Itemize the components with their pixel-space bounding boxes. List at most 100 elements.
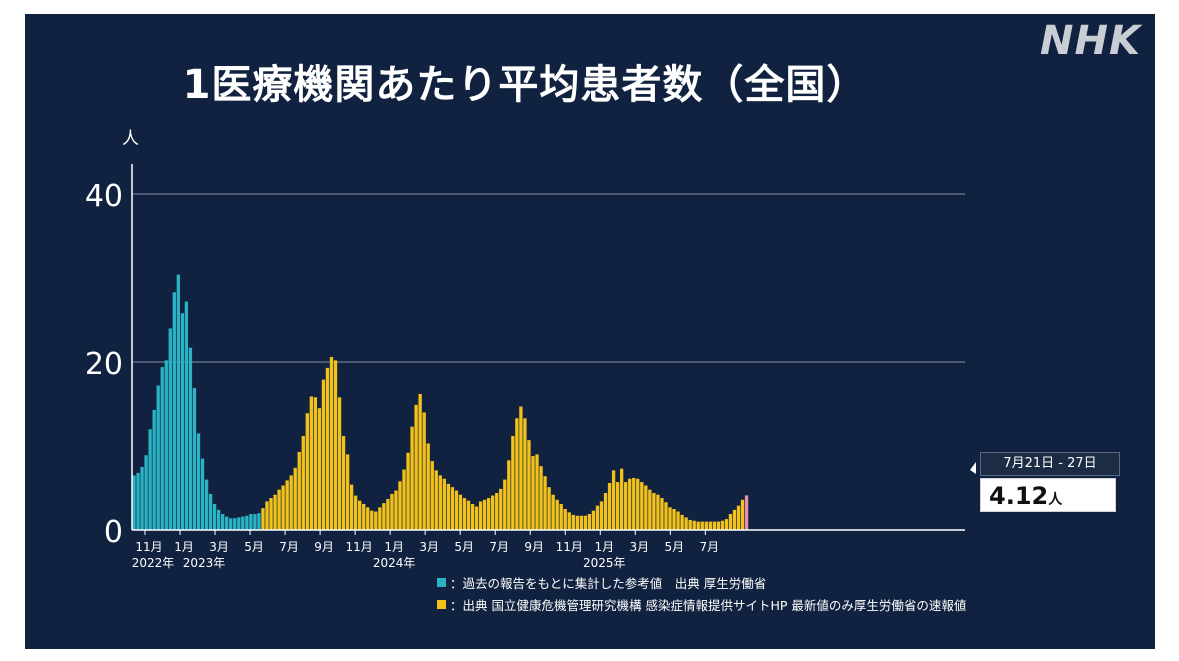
bar-official [559, 503, 563, 530]
legend-swatch-official [437, 600, 446, 609]
x-tick-label: 1月 [174, 540, 194, 554]
bar-official [325, 367, 330, 530]
bar-official [426, 443, 430, 530]
bar-official [648, 489, 652, 530]
bar-official [672, 509, 676, 530]
bar-official [281, 485, 285, 530]
bar-reference [144, 455, 148, 530]
bar-official [619, 468, 624, 530]
bar-official [341, 435, 346, 530]
bar-official [349, 484, 354, 530]
bar-official [704, 521, 708, 530]
bar-official [305, 413, 309, 530]
x-tick-label: 3月 [629, 540, 649, 554]
bar-official [474, 506, 479, 530]
bar-official [628, 478, 632, 530]
legend-text-official: ：出典 国立健康危機管理研究機構 感染症情報提供サイトHP 最新値のみ厚生労働省… [450, 598, 967, 613]
bar-reference [249, 514, 253, 530]
bar-official [434, 470, 438, 530]
bar-reference [160, 367, 164, 530]
bar-official [378, 507, 382, 530]
bar-official [454, 490, 459, 530]
bar-official [337, 397, 342, 530]
bar-reference [229, 518, 233, 530]
chart-title: 1医療機関あたり平均患者数（全国） [182, 62, 868, 108]
bar-official [499, 488, 503, 530]
x-year-label: 2023年 [183, 556, 226, 570]
bar-official [632, 477, 636, 530]
bar-official [321, 379, 326, 530]
bar-official [482, 499, 487, 530]
bar-official [273, 494, 277, 530]
bar-reference [156, 385, 160, 530]
bar-official [438, 475, 442, 530]
bar-official [289, 475, 293, 530]
x-tick-label: 5月 [244, 540, 264, 554]
bar-official [269, 498, 273, 530]
bar-reference [152, 409, 156, 530]
bar-official [700, 521, 704, 530]
bar-official [583, 515, 588, 530]
bar-official [527, 440, 531, 530]
bar-official [664, 502, 668, 530]
bar-reference [200, 458, 205, 530]
bar-official [595, 505, 600, 530]
bar-official [684, 517, 688, 530]
x-tick-label: 9月 [524, 540, 544, 554]
bar-reference [184, 301, 189, 530]
y-tick-label: 40 [85, 179, 123, 214]
bar-official [720, 520, 725, 530]
bar-reference [257, 513, 261, 530]
bar-official [692, 520, 696, 530]
bar-official [261, 508, 265, 530]
bar-official [611, 470, 616, 530]
x-tick-label: 3月 [419, 540, 439, 554]
bar-official [374, 511, 378, 530]
legend-text-reference: ：過去の報告をもとに集計した参考値 出典 厚生労働省 [450, 576, 767, 591]
x-year-label: 2022年 [132, 556, 175, 570]
bar-reference [216, 509, 221, 530]
x-tick-label: 7月 [700, 540, 720, 554]
bar-official [543, 476, 547, 530]
bar-official [688, 519, 692, 530]
bar-official [708, 521, 712, 530]
nhk-logo: NHK [1040, 18, 1141, 64]
bar-official [571, 514, 575, 530]
bar-official [668, 507, 672, 530]
bar-reference [221, 514, 225, 530]
bar-official [716, 521, 721, 530]
bar-official [398, 481, 402, 530]
bar-official [535, 454, 539, 530]
x-tick-label: 3月 [209, 540, 229, 554]
bar-official [486, 498, 491, 530]
bar-reference [172, 292, 176, 530]
bar-reference [208, 493, 213, 530]
bar-reference [196, 433, 201, 530]
bar-reference [188, 347, 193, 530]
bar-official [402, 469, 406, 530]
bar-official [345, 454, 350, 530]
bar-official [458, 494, 463, 530]
bar-official [491, 495, 495, 530]
bar-official [579, 515, 584, 530]
bar-official [470, 503, 475, 530]
latest-value: 4.12 [989, 482, 1049, 510]
bar-official [656, 494, 660, 530]
x-tick-label: 11月 [345, 540, 372, 554]
bar-official [329, 356, 334, 530]
bar-official [511, 435, 515, 530]
y-tick-label: 0 [104, 515, 123, 550]
y-axis-unit: 人 [122, 129, 139, 149]
bar-official [515, 418, 519, 530]
bar-reference [192, 388, 197, 530]
bar-official [624, 482, 628, 530]
bar-official [358, 500, 362, 530]
bar-official [406, 452, 410, 530]
bar-official [495, 493, 499, 530]
bar-official [370, 510, 374, 530]
bar-official [551, 494, 555, 530]
y-tick-label: 20 [85, 347, 123, 382]
bar-official [422, 412, 426, 530]
x-tick-label: 7月 [489, 540, 509, 554]
bar-official [478, 501, 483, 530]
